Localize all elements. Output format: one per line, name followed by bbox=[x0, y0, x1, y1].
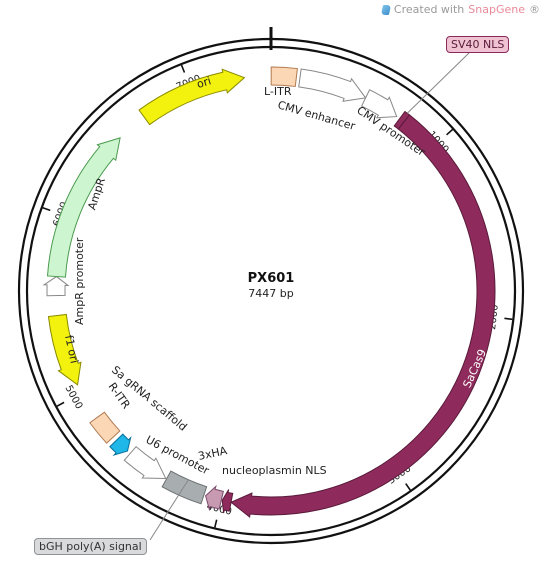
registered-mark: ® bbox=[529, 3, 540, 16]
callout-leaders bbox=[149, 51, 471, 541]
feature-label-3xha: 3xHA bbox=[197, 444, 229, 463]
feature-bgh-polya[interactable] bbox=[161, 470, 208, 505]
feature-arrows bbox=[42, 66, 496, 518]
feature-label-l-itr: L-ITR bbox=[264, 85, 292, 98]
feature-label-cmv-enhancer: CMV enhancer bbox=[276, 98, 357, 133]
feature-cmv-enhancer[interactable] bbox=[298, 68, 367, 102]
tick-label-5000: 5000 bbox=[62, 384, 84, 412]
tick-6000 bbox=[42, 206, 51, 212]
plasmid-name: PX601 bbox=[248, 271, 295, 286]
snapgene-text: SnapGene bbox=[468, 3, 525, 16]
feature-sa-grna-scaffold[interactable] bbox=[109, 433, 132, 457]
feature-f1-ori[interactable] bbox=[47, 313, 82, 386]
feature-label-ori: ori bbox=[195, 74, 212, 91]
tick-4000 bbox=[214, 519, 218, 528]
tick-7000 bbox=[180, 64, 186, 73]
feature-sacas9[interactable] bbox=[230, 114, 496, 518]
bgh-polya-callout[interactable]: bGH poly(A) signal bbox=[34, 538, 147, 555]
tick-5000 bbox=[56, 401, 65, 407]
feature-ori[interactable] bbox=[138, 68, 246, 126]
tick-1000 bbox=[446, 128, 454, 136]
feature-label-nucleoplasmin-nls: nucleoplasmin NLS bbox=[222, 464, 327, 477]
bgh-polya-leader bbox=[149, 479, 189, 541]
feature-ampr-promoter[interactable] bbox=[42, 275, 70, 297]
feature-r-itr[interactable] bbox=[89, 411, 121, 444]
plasmid-backbone bbox=[17, 27, 525, 545]
feature-label-ampr-promoter: AmpR promoter bbox=[73, 237, 86, 325]
tick-3000 bbox=[405, 483, 411, 491]
snapgene-branding: Created with SnapGene ® bbox=[380, 3, 540, 16]
feature-u6-promoter[interactable] bbox=[123, 445, 167, 479]
feature-l-itr[interactable] bbox=[270, 66, 298, 87]
feature-label-f1-ori: f1 ori bbox=[62, 334, 81, 365]
feature-3xha[interactable] bbox=[205, 484, 224, 512]
sv40-nls-callout[interactable]: SV40 NLS bbox=[446, 36, 510, 53]
feature-nucleoplasmin-nls[interactable] bbox=[221, 489, 234, 514]
sv40-nls-leader bbox=[406, 51, 471, 114]
plasmid-length: 7447 bp bbox=[248, 287, 293, 300]
created-with-text: Created with bbox=[393, 3, 465, 16]
tick-2000 bbox=[504, 317, 513, 321]
feature-cmv-promoter[interactable] bbox=[360, 89, 398, 119]
feature-ampr[interactable] bbox=[46, 137, 121, 278]
